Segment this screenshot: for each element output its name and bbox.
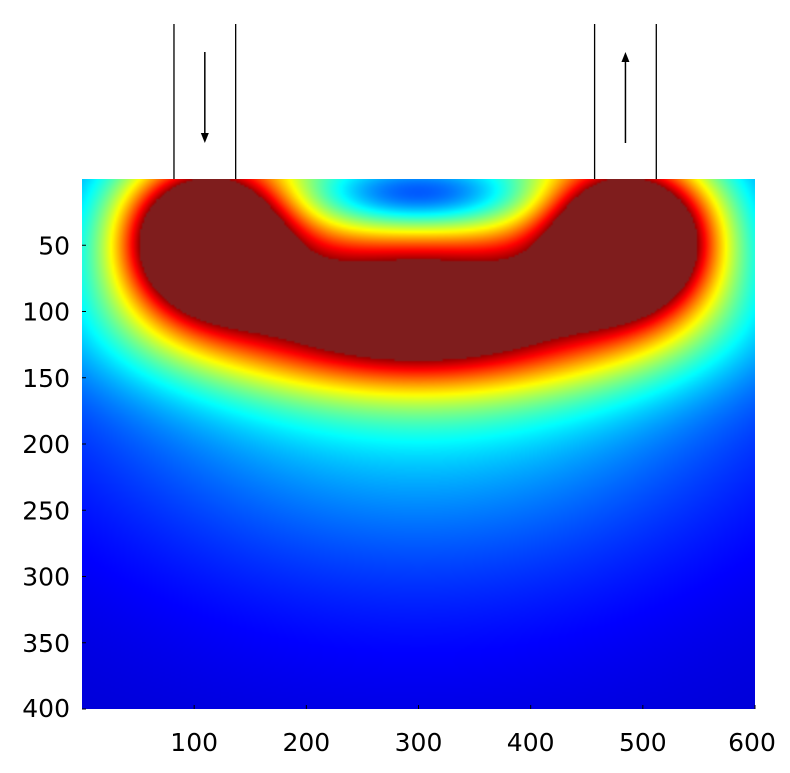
y-tick-label: 100 xyxy=(22,298,70,327)
x-tick-label: 500 xyxy=(619,728,667,757)
y-tick-label: 300 xyxy=(22,563,70,592)
x-tick-label: 100 xyxy=(170,728,218,757)
x-tick-label: 400 xyxy=(507,728,555,757)
y-tick-label: 200 xyxy=(22,430,70,459)
y-tick-label: 150 xyxy=(22,364,70,393)
x-tick-label: 600 xyxy=(728,728,776,757)
y-tick-label: 250 xyxy=(22,496,70,525)
heatmap-image xyxy=(82,179,755,709)
x-tick-label: 200 xyxy=(282,728,330,757)
y-axis-ticks: 50 100 150 200 250 300 350 400 xyxy=(22,231,86,723)
source-channel-lines xyxy=(173,24,657,179)
outlet-flow-up-arrow-icon xyxy=(621,52,630,143)
x-axis-ticks: 100 200 300 400 500 600 xyxy=(170,705,776,757)
flow-arrows xyxy=(200,52,630,143)
y-tick-label: 350 xyxy=(22,629,70,658)
y-tick-label: 400 xyxy=(22,694,70,723)
x-tick-label: 300 xyxy=(395,728,443,757)
y-tick-label: 50 xyxy=(38,231,70,260)
inlet-flow-down-arrow-icon xyxy=(200,52,209,143)
